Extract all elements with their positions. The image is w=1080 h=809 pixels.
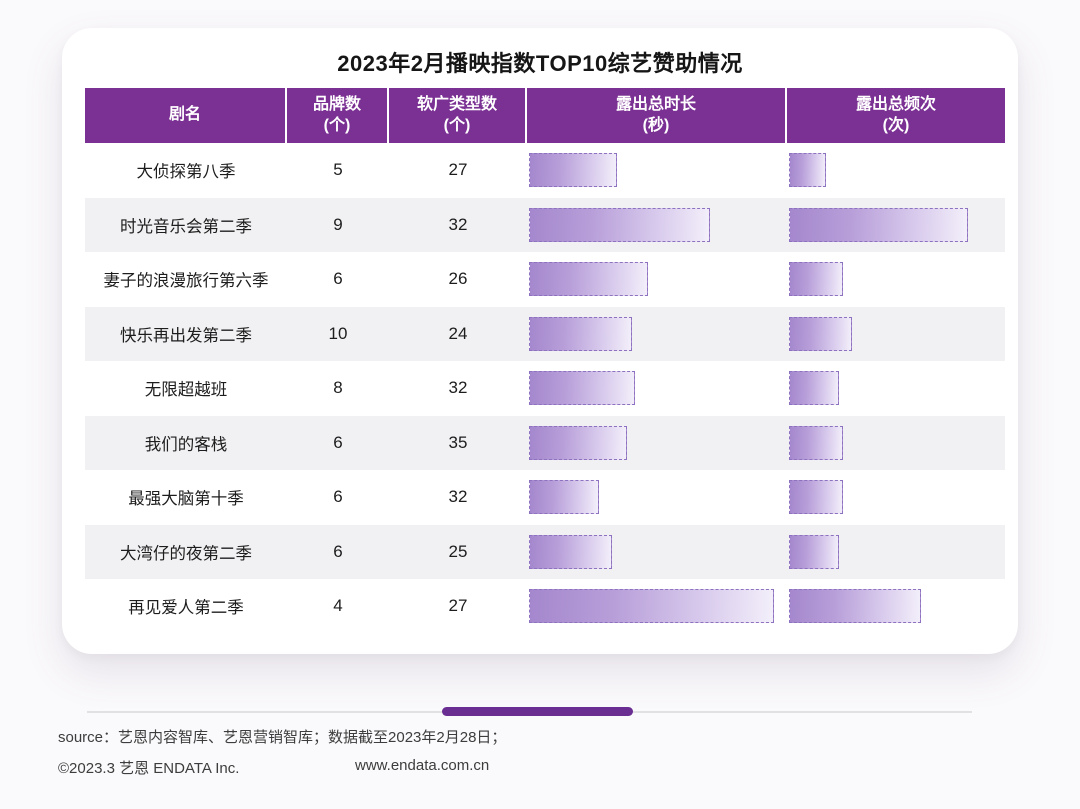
page-title: 2023年2月播映指数TOP10综艺赞助情况 [337,51,743,76]
frequency-bar [789,262,843,297]
duration-bar [529,207,710,242]
brand-count-cell: 6 [333,269,343,289]
ad-type-count-cell: 25 [448,541,468,561]
copyright-text: ©2023.3 艺恩 ENDATA Inc. [58,760,240,777]
frequency-bar-cell [787,416,1005,471]
duration-bar-cell [527,361,787,416]
sponsor-table: 剧名 品牌数 (个) 软广类型数 (个) 露出总时长 (秒) 露出总频次 (次)… [85,88,1005,634]
table-row: 无限超越班 8 32 [85,361,1005,416]
website-text: www.endata.com.cn [355,757,490,774]
frequency-bar [789,480,843,515]
table-row: 我们的客栈 6 35 [85,415,1005,471]
table-header: 剧名 品牌数 (个) 软广类型数 (个) 露出总时长 (秒) 露出总频次 (次) [85,88,1005,143]
ad-type-count-cell: 32 [448,378,468,398]
brand-count-cell: 4 [333,596,343,616]
frequency-bar-cell [787,143,1005,198]
brand-count-cell: 10 [328,323,348,343]
frequency-bar-cell [787,252,1005,307]
show-name-cell: 妻子的浪漫旅行第六季 [103,272,269,291]
duration-bar-cell [527,252,787,307]
frequency-bar [789,534,839,569]
ad-type-count-cell: 27 [448,596,468,616]
duration-bar-cell [527,198,787,253]
frequency-bar [789,316,852,351]
frequency-bar [789,153,826,188]
frequency-bar-cell [787,579,1005,634]
table-row: 再见爱人第二季 4 27 [85,579,1005,634]
show-name-cell: 大湾仔的夜第二季 [120,544,252,563]
show-name-cell: 快乐再出发第二季 [120,326,252,345]
frequency-bar [789,371,839,406]
header-cell-exposure-duration: 露出总时长 (秒) [527,88,787,143]
ad-type-count-cell: 35 [448,432,468,452]
ad-type-count-cell: 26 [448,269,468,289]
frequency-bar-cell [787,525,1005,580]
header-cell-exposure-frequency: 露出总频次 (次) [855,95,936,134]
frequency-bar [789,589,921,624]
frequency-bar-cell [787,470,1005,525]
brand-count-cell: 8 [333,378,343,398]
duration-bar-cell [527,143,787,198]
brand-count-cell: 6 [333,541,343,561]
duration-bar-cell [527,470,787,525]
duration-bar [529,262,648,297]
duration-bar-cell [527,525,787,580]
header-cell-brand-count: 品牌数 (个) [287,88,389,143]
duration-bar [529,425,628,460]
table-row: 最强大脑第十季 6 32 [85,470,1005,525]
ad-type-count-cell: 32 [448,214,468,234]
header-cell-show-name: 剧名 [85,88,287,143]
table-row: 时光音乐会第二季 9 32 [85,197,1005,253]
show-name-cell: 无限超越班 [144,381,228,400]
brand-count-cell: 6 [333,487,343,507]
brand-count-cell: 9 [333,214,343,234]
table-row: 大侦探第八季 5 27 [85,143,1005,198]
frequency-bar [789,207,969,242]
duration-bar [529,371,635,406]
show-name-cell: 最强大脑第十季 [128,490,244,509]
show-name-cell: 大侦探第八季 [136,163,236,182]
show-name-cell: 再见爱人第二季 [128,599,244,618]
duration-bar-cell [527,307,787,362]
frequency-bar-cell [787,361,1005,416]
header-cell-ad-type-count: 软广类型数 (个) [389,88,527,143]
frequency-bar-cell [787,198,1005,253]
duration-bar [529,480,599,515]
show-name-cell: 时光音乐会第二季 [120,217,252,236]
ad-type-count-cell: 27 [448,160,468,180]
content-card: 2023年2月播映指数TOP10综艺赞助情况 剧名 品牌数 (个) 软广类型数 … [62,28,1018,654]
table-row: 妻子的浪漫旅行第六季 6 26 [85,252,1005,307]
duration-bar [529,153,617,188]
duration-bar-cell [527,579,787,634]
duration-bar [529,589,775,624]
table-row: 快乐再出发第二季 10 24 [85,306,1005,362]
duration-bar-cell [527,416,787,471]
carousel-scroll-thumb[interactable] [442,707,633,716]
duration-bar [529,534,612,569]
frequency-bar [789,425,843,460]
table-row: 大湾仔的夜第二季 6 25 [85,524,1005,580]
brand-count-cell: 5 [333,160,343,180]
frequency-bar-cell [787,307,1005,362]
source-text: source：艺恩内容智库、艺恩营销智库；数据截至2023年2月28日； [58,729,507,746]
duration-bar [529,316,633,351]
brand-count-cell: 6 [333,432,343,452]
show-name-cell: 我们的客栈 [144,435,228,454]
ad-type-count-cell: 32 [448,487,468,507]
ad-type-count-cell: 24 [448,323,468,343]
